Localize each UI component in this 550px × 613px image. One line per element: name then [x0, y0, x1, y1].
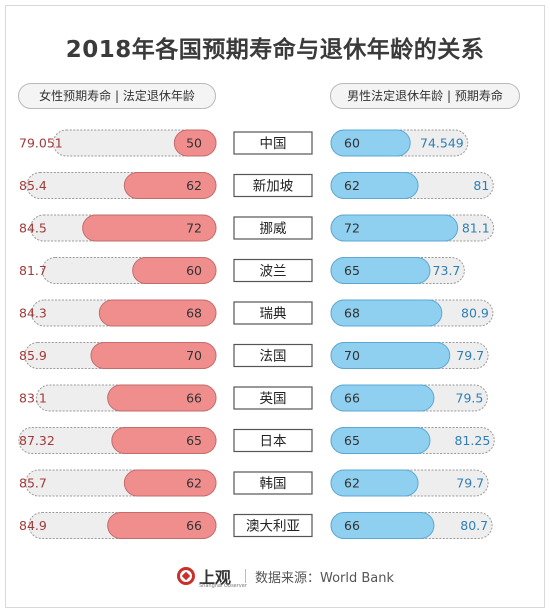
male-life-label: 73.7	[433, 263, 461, 278]
male-retirement-bar	[330, 172, 419, 199]
female-retirement-label: 68	[186, 306, 202, 321]
male-retirement-label: 62	[344, 178, 360, 193]
male-retirement-bar	[330, 342, 451, 369]
country-label: 新加坡	[253, 179, 294, 195]
country-box	[233, 386, 313, 410]
country-box	[233, 428, 313, 453]
female-life-label: 87.32	[19, 433, 55, 448]
male-retirement-bar	[330, 512, 435, 539]
logo-subtext: Shanghai Observer	[199, 583, 247, 589]
male-retirement-bar	[330, 214, 459, 242]
female-life-label: 85.7	[19, 476, 47, 491]
female-life-label: 79.051	[19, 136, 63, 151]
female-retirement-label: 70	[186, 348, 202, 363]
male-retirement-label: 70	[344, 348, 360, 363]
female-retirement-label: 60	[186, 263, 202, 278]
male-retirement-label: 66	[344, 518, 360, 533]
data-source: 数据来源：World Bank	[255, 571, 395, 586]
female-life-label: 84.5	[19, 221, 47, 236]
female-life-label: 83.1	[19, 391, 47, 406]
country-label: 挪威	[260, 221, 287, 237]
male-retirement-label: 72	[344, 221, 360, 236]
country-label: 瑞典	[260, 306, 287, 322]
female-retirement-bar	[123, 172, 217, 199]
female-retirement-label: 62	[186, 178, 202, 193]
country-box	[233, 216, 313, 240]
male-retirement-label: 65	[344, 263, 360, 278]
male-retirement-bar	[330, 129, 411, 157]
male-retirement-label: 60	[344, 136, 360, 151]
female-retirement-bar	[123, 469, 217, 497]
male-life-label: 79.7	[456, 476, 484, 491]
country-label: 法国	[260, 349, 287, 365]
female-life-bar	[52, 129, 217, 157]
male-retirement-label: 68	[344, 306, 360, 321]
female-column-header: 女性预期寿命 | 法定退休年龄	[18, 83, 216, 109]
country-box	[233, 471, 313, 495]
male-life-label: 81.25	[454, 433, 490, 448]
country-box	[233, 513, 313, 538]
female-retirement-bar	[132, 257, 217, 284]
female-retirement-bar	[90, 342, 217, 369]
female-life-label: 84.3	[19, 306, 47, 321]
country-label: 波兰	[260, 264, 287, 280]
female-retirement-label: 66	[186, 518, 202, 533]
country-label: 韩国	[260, 476, 287, 492]
male-life-label: 80.9	[461, 306, 489, 321]
logo-text: 上观	[199, 568, 232, 587]
country-box	[233, 131, 313, 155]
female-retirement-label: 72	[186, 221, 202, 236]
country-box	[233, 301, 313, 325]
country-box	[233, 258, 313, 283]
female-retirement-bar	[98, 299, 217, 327]
male-life-label: 79.5	[456, 391, 484, 406]
male-retirement-label: 62	[344, 476, 360, 491]
female-life-label: 81.7	[19, 263, 47, 278]
male-retirement-label: 65	[344, 433, 360, 448]
female-life-label: 85.9	[19, 348, 47, 363]
female-retirement-bar	[107, 384, 217, 412]
chart-title: 2018年各国预期寿命与退休年龄的关系	[65, 37, 485, 63]
male-life-label: 74.549	[420, 136, 464, 151]
country-label: 英国	[260, 390, 287, 407]
female-retirement-bar	[82, 214, 217, 242]
male-column-header: 男性法定退休年龄 | 预期寿命	[330, 83, 520, 109]
country-label: 澳大利亚	[246, 519, 300, 535]
female-retirement-label: 62	[186, 476, 202, 491]
country-box	[233, 173, 313, 198]
female-retirement-bar	[107, 512, 217, 539]
male-retirement-bar	[330, 257, 431, 284]
footer-divider	[245, 569, 246, 583]
female-retirement-label: 66	[186, 391, 202, 406]
country-label: 中国	[260, 136, 287, 152]
female-life-label: 85.4	[19, 178, 47, 193]
female-retirement-bar	[173, 129, 217, 157]
male-retirement-bar	[330, 384, 435, 412]
female-retirement-label: 65	[186, 433, 202, 448]
female-retirement-bar	[111, 427, 217, 454]
male-retirement-label: 66	[344, 391, 360, 406]
male-retirement-bar	[330, 299, 443, 327]
male-life-label: 81	[473, 178, 489, 193]
male-life-label: 81.1	[462, 221, 490, 236]
country-label: 日本	[260, 434, 287, 450]
female-retirement-label: 50	[186, 136, 202, 151]
male-life-label: 79.7	[456, 348, 484, 363]
footer: 上观 Shanghai Observer 数据来源：World Bank	[0, 563, 550, 589]
country-box	[233, 343, 313, 368]
shanghai-observer-logo-icon	[177, 567, 195, 585]
male-life-label: 80.7	[460, 518, 488, 533]
male-retirement-bar	[330, 469, 419, 497]
male-retirement-bar	[330, 427, 431, 454]
female-life-label: 84.9	[19, 518, 47, 533]
